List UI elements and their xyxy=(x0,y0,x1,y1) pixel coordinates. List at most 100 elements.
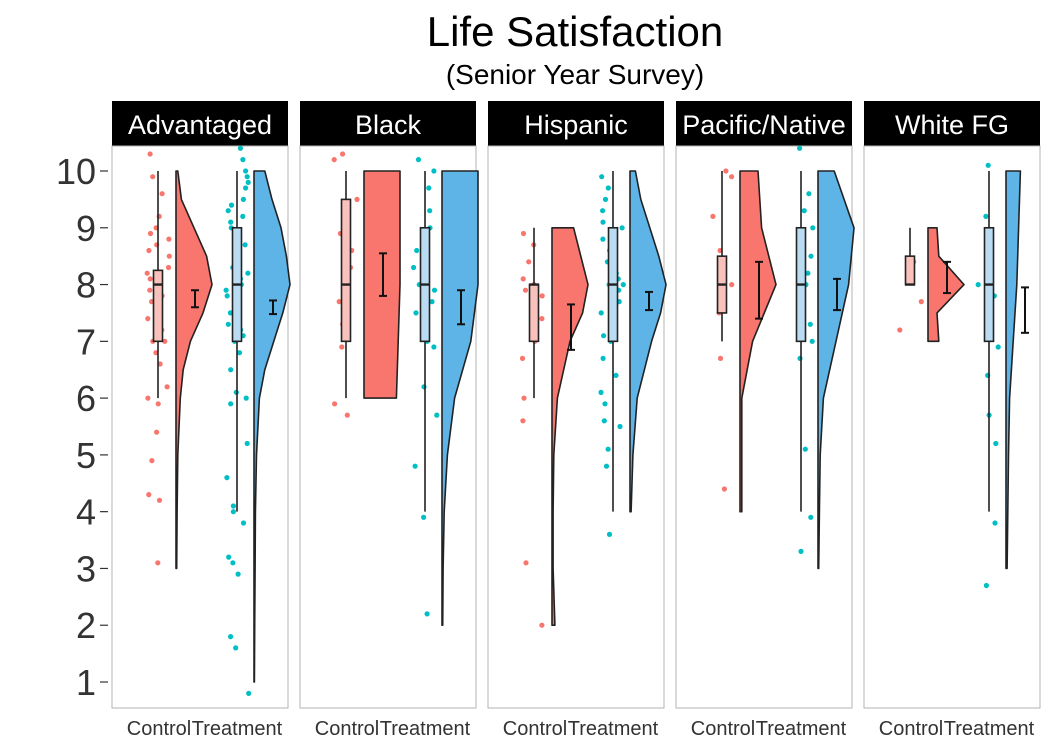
data-point xyxy=(166,236,172,242)
violin-half xyxy=(253,170,291,683)
data-point xyxy=(598,389,604,395)
chart-subtitle: (Senior Year Survey) xyxy=(446,59,704,90)
data-point xyxy=(798,548,804,555)
facet-label: Pacific/Native xyxy=(682,110,846,140)
data-point xyxy=(415,157,422,163)
chart-title: Life Satisfaction xyxy=(427,8,724,55)
data-point xyxy=(149,458,155,464)
data-point xyxy=(228,219,234,225)
data-point xyxy=(146,247,152,254)
data-point xyxy=(155,560,161,566)
data-point xyxy=(236,350,243,356)
data-point xyxy=(147,276,153,282)
panel-hispanic: Hispanic Control Treatment xyxy=(487,101,667,740)
data-point xyxy=(601,418,607,424)
data-point xyxy=(993,440,999,447)
data-point xyxy=(147,230,154,237)
data-point xyxy=(224,293,230,299)
data-point xyxy=(240,520,247,526)
box-iqr xyxy=(152,269,164,343)
data-point xyxy=(424,611,430,617)
data-point xyxy=(721,486,728,492)
data-point xyxy=(225,321,231,327)
box-iqr xyxy=(904,255,916,286)
x-tick-label-control: Control xyxy=(691,718,755,740)
x-tick-label-control: Control xyxy=(879,718,943,740)
data-point xyxy=(159,191,165,197)
panel-border xyxy=(863,145,1041,709)
data-point xyxy=(155,401,161,407)
data-point xyxy=(729,282,735,288)
data-point xyxy=(344,412,350,418)
data-point xyxy=(983,582,990,589)
data-point xyxy=(600,355,606,361)
data-point xyxy=(233,645,239,651)
data-point xyxy=(413,310,419,316)
data-point xyxy=(522,287,529,293)
data-point xyxy=(228,401,234,407)
panel-black: Black Control Treatment xyxy=(299,101,479,740)
data-point xyxy=(519,355,526,361)
data-point xyxy=(150,174,156,180)
data-point xyxy=(606,531,613,538)
data-point xyxy=(154,429,160,435)
data-point xyxy=(245,270,251,276)
data-point xyxy=(810,225,816,231)
data-point xyxy=(985,162,991,168)
data-point xyxy=(601,333,607,339)
facet-label: Black xyxy=(355,110,422,140)
data-point xyxy=(339,344,345,350)
data-point xyxy=(521,395,527,401)
data-point xyxy=(228,634,234,640)
x-tick-label-control: Control xyxy=(503,718,567,740)
data-point xyxy=(805,270,811,276)
facet-strip xyxy=(864,101,1040,146)
data-point xyxy=(230,560,236,566)
data-point xyxy=(225,208,231,214)
data-point xyxy=(166,253,172,259)
data-point xyxy=(162,338,168,344)
panel-border xyxy=(675,145,853,709)
data-point xyxy=(240,196,246,202)
y-tick-label-1: 1 xyxy=(76,662,96,703)
facet-strip xyxy=(676,101,852,146)
facet-label: Hispanic xyxy=(524,110,628,140)
data-point xyxy=(600,208,606,214)
data-point xyxy=(246,690,252,697)
y-tick-label-3: 3 xyxy=(76,548,96,589)
y-tick-label-7: 7 xyxy=(76,321,96,362)
data-point xyxy=(598,310,604,316)
x-tick-label-treatment: Treatment xyxy=(944,718,1035,740)
data-point xyxy=(717,355,724,361)
group-treatment xyxy=(411,157,479,626)
data-point xyxy=(235,571,241,577)
data-point xyxy=(340,151,346,157)
data-point xyxy=(412,463,418,469)
data-point xyxy=(226,554,232,560)
data-point xyxy=(240,213,246,219)
data-point xyxy=(223,287,229,293)
data-point xyxy=(243,395,249,401)
data-point xyxy=(156,497,163,503)
data-point xyxy=(802,446,808,452)
data-point xyxy=(539,622,545,628)
group-treatment xyxy=(598,170,667,538)
violin-half xyxy=(817,170,855,570)
data-point xyxy=(801,208,807,214)
data-point xyxy=(144,270,150,276)
data-point xyxy=(523,560,529,566)
data-point xyxy=(526,259,532,265)
data-point xyxy=(975,282,981,288)
y-tick-label-9: 9 xyxy=(76,208,96,249)
data-point xyxy=(600,219,606,225)
data-point xyxy=(807,321,813,327)
data-point xyxy=(331,157,337,163)
data-point xyxy=(145,395,151,401)
data-point xyxy=(332,401,338,407)
data-point xyxy=(729,174,735,180)
data-point xyxy=(808,514,814,520)
data-point xyxy=(797,355,803,361)
data-point xyxy=(227,310,233,316)
data-point xyxy=(539,316,545,322)
